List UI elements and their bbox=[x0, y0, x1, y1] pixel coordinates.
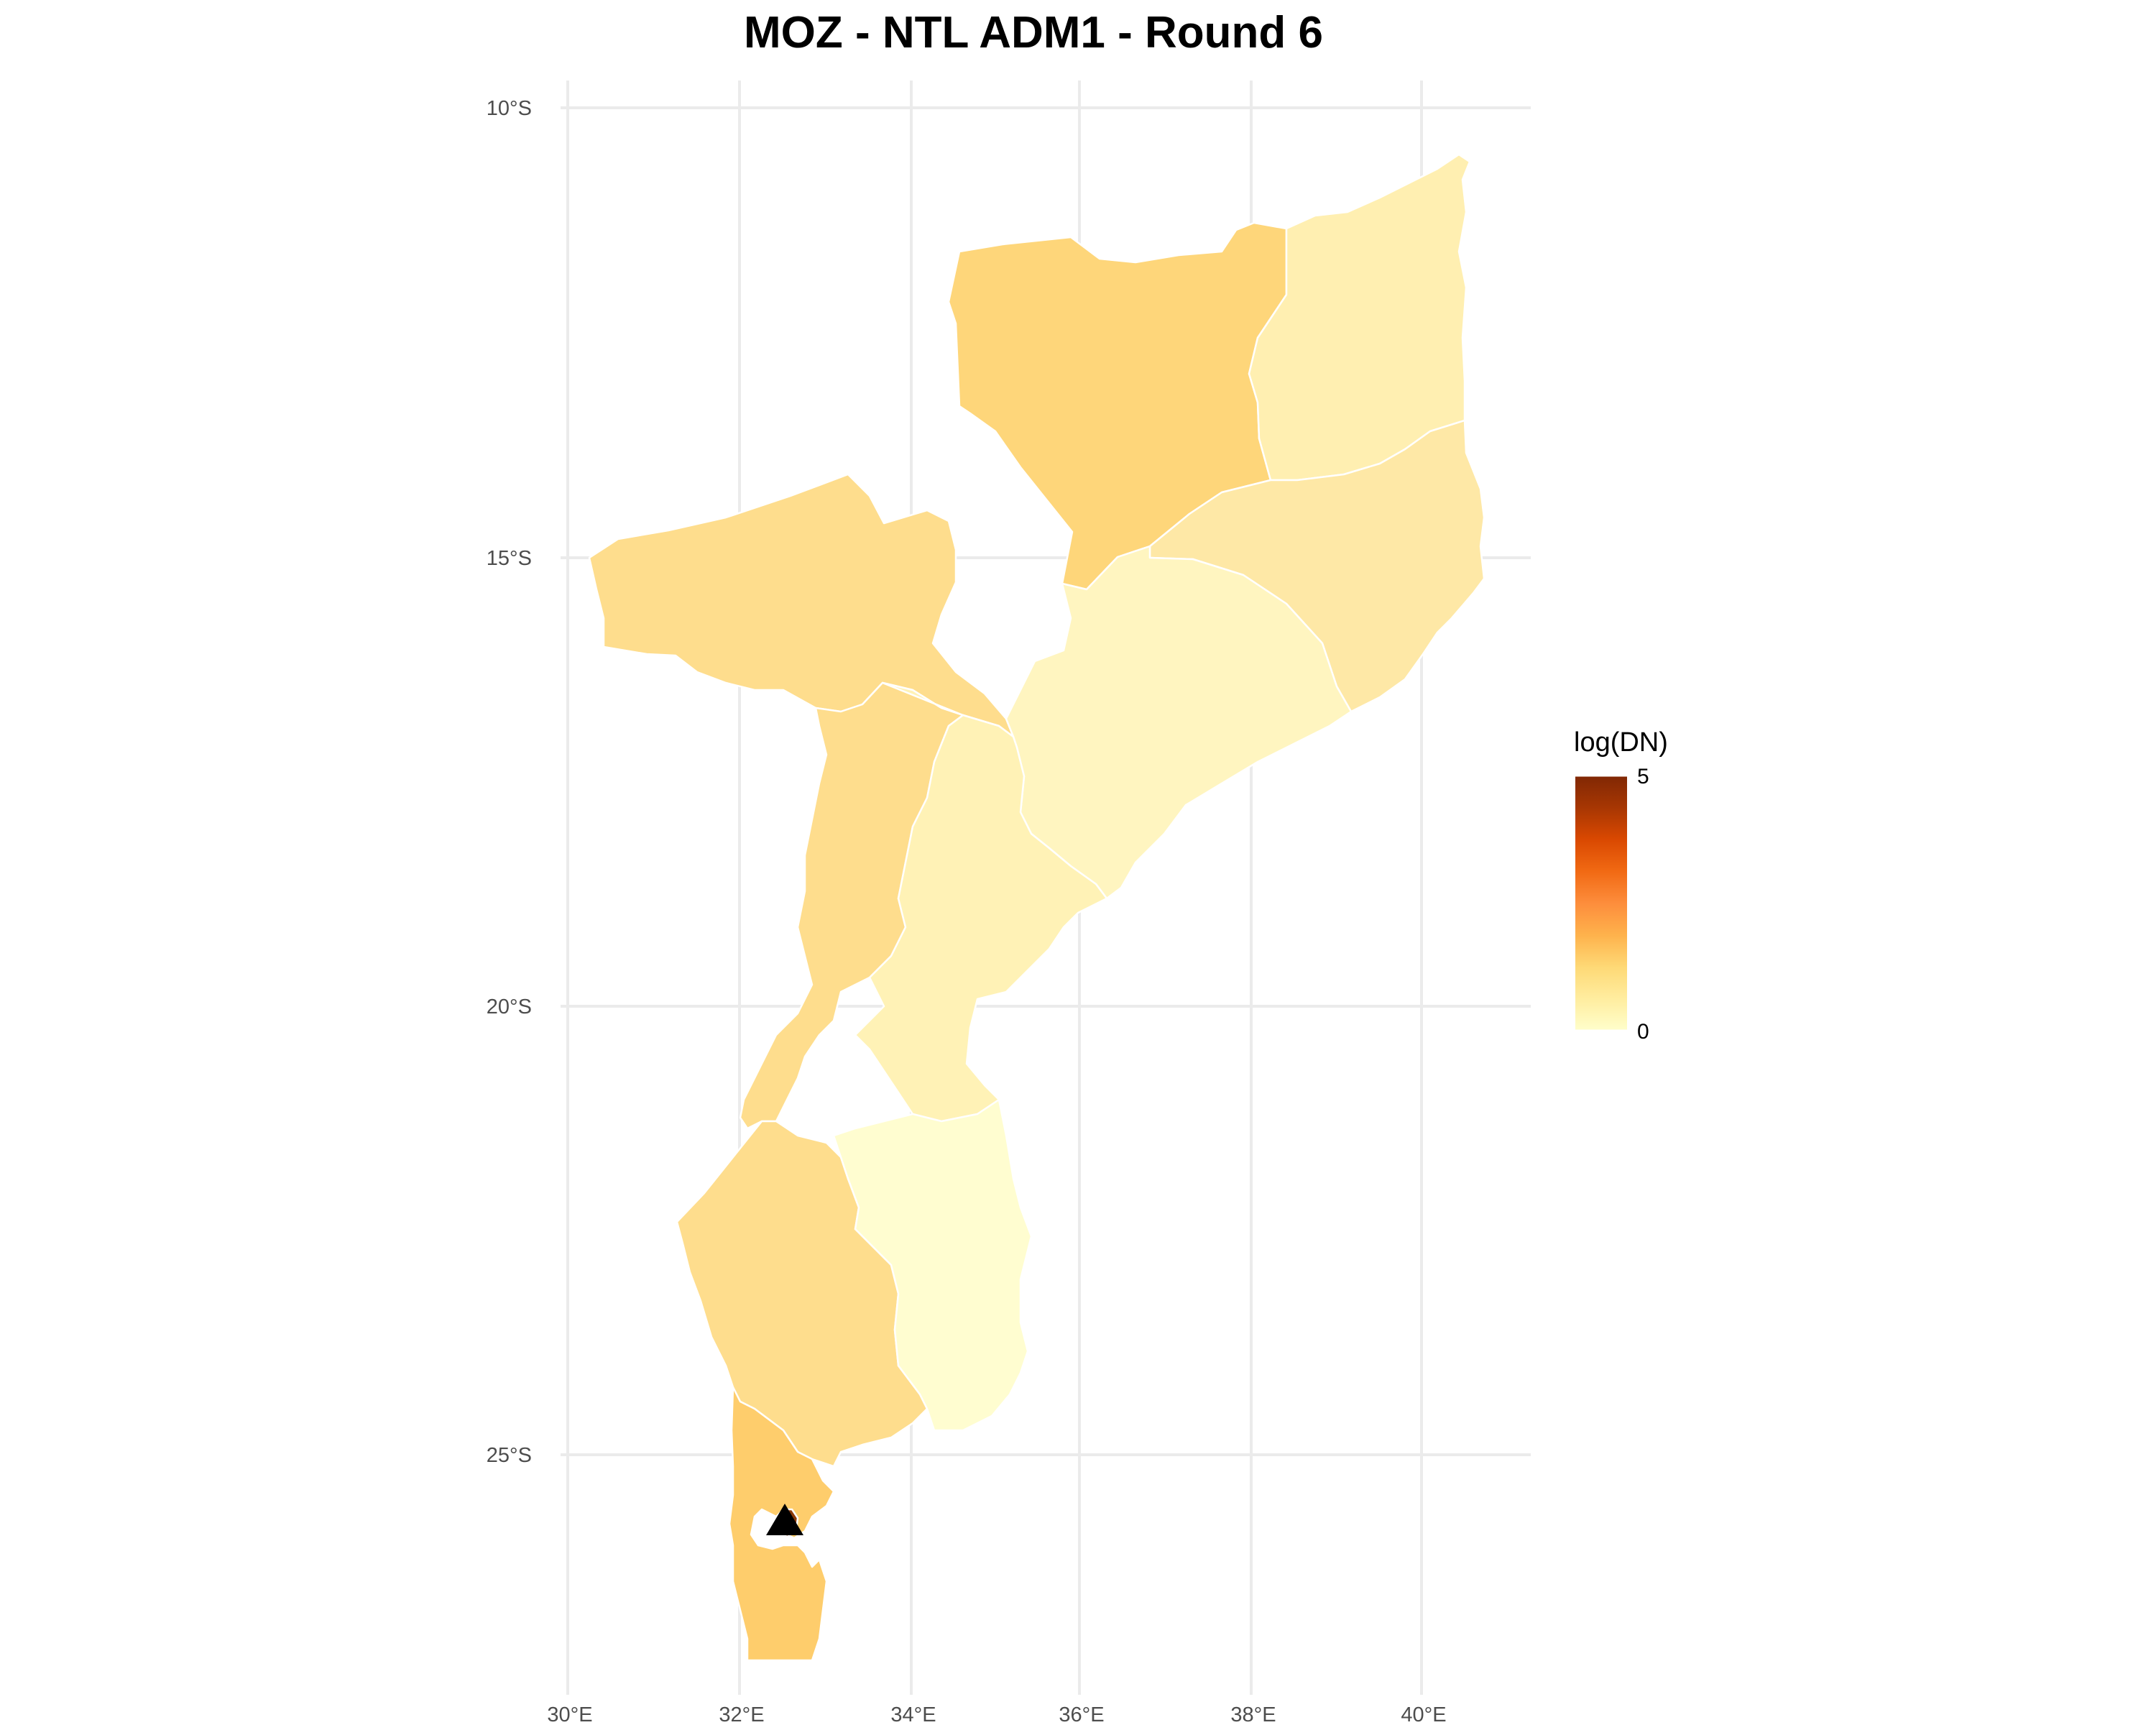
x-tick-label: 36°E bbox=[1059, 1703, 1104, 1725]
y-axis-labels: 10°S 15°S 20°S 25°S bbox=[487, 97, 532, 1467]
y-tick-label: 15°S bbox=[487, 547, 532, 570]
x-axis-labels: 30°E 32°E 34°E 36°E 38°E 40°E bbox=[547, 1703, 1446, 1725]
x-tick-label: 34°E bbox=[890, 1703, 936, 1725]
legend-max-label: 5 bbox=[1637, 765, 1649, 788]
y-tick-label: 20°S bbox=[487, 995, 532, 1018]
region-tete bbox=[588, 473, 1015, 738]
capital-marker-triangle bbox=[766, 1504, 803, 1535]
legend-title: log(DN) bbox=[1574, 727, 1668, 758]
x-tick-label: 30°E bbox=[547, 1703, 592, 1725]
legend: log(DN) 5 0 bbox=[1574, 727, 1668, 1044]
region-cabo-delgado bbox=[1248, 153, 1471, 482]
x-tick-label: 32°E bbox=[719, 1703, 764, 1725]
y-tick-label: 10°S bbox=[487, 97, 532, 120]
y-tick-label: 25°S bbox=[487, 1444, 532, 1467]
region-sofala bbox=[854, 681, 1108, 1123]
legend-colorbar bbox=[1575, 775, 1627, 1031]
map-title: MOZ - NTL ADM1 - Round 6 bbox=[744, 8, 1323, 58]
legend-min-label: 0 bbox=[1637, 1020, 1649, 1044]
region-zambezia bbox=[1005, 545, 1353, 900]
x-tick-label: 38°E bbox=[1230, 1703, 1276, 1725]
region-inhambane bbox=[832, 1098, 1033, 1432]
x-tick-label: 40°E bbox=[1401, 1703, 1446, 1725]
gridlines bbox=[561, 80, 1531, 1695]
map-regions bbox=[588, 153, 1485, 1662]
